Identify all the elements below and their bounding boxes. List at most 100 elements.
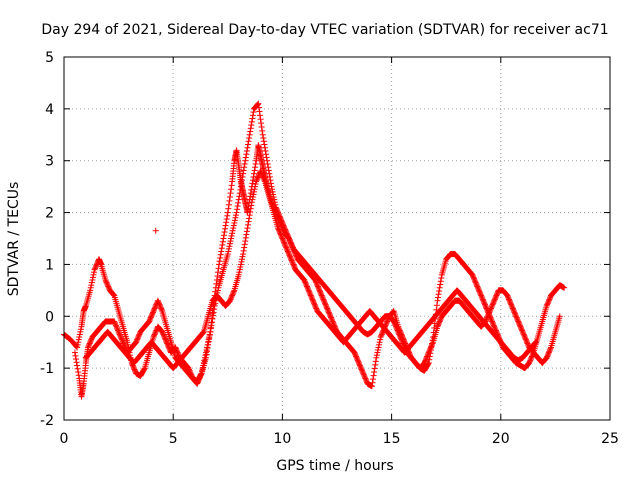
data-point [317, 289, 324, 296]
data-point [222, 222, 229, 229]
x-axis-label: GPS time / hours [276, 458, 393, 474]
x-tick-label: 25 [601, 431, 619, 447]
data-point [318, 292, 325, 299]
data-point [260, 135, 267, 142]
data-point [437, 281, 444, 288]
data-point [435, 291, 442, 298]
data-point [252, 164, 259, 171]
data-point [358, 365, 365, 372]
data-point [160, 332, 167, 339]
data-point [352, 352, 359, 359]
data-point [263, 154, 270, 161]
data-point [246, 215, 253, 222]
data-point [159, 328, 166, 335]
data-point [327, 313, 334, 320]
data-point [242, 154, 249, 161]
data-point [330, 319, 337, 326]
data-point [216, 261, 223, 268]
data-point [242, 234, 249, 241]
data-point [354, 357, 361, 364]
data-point [315, 284, 322, 291]
data-point [313, 279, 320, 286]
data-point [326, 311, 333, 318]
data-point [223, 219, 230, 226]
data-point [159, 330, 166, 337]
chart-title: Day 294 of 2021, Sidereal Day-to-day VTE… [41, 22, 608, 38]
y-tick-labels: -2 -1 0 1 2 3 4 5 [40, 50, 54, 429]
data-point [243, 228, 250, 235]
data-point [351, 349, 358, 356]
data-point [259, 131, 266, 138]
data-point [322, 301, 329, 308]
y-tick-label: -2 [40, 413, 54, 429]
data-point [103, 278, 110, 285]
data-point [323, 304, 330, 311]
data-point [262, 147, 269, 154]
data-point [246, 131, 253, 138]
series-outlier [152, 227, 159, 234]
data-point [244, 144, 251, 151]
data-point [215, 265, 222, 272]
data-point [91, 266, 98, 273]
data-point [104, 280, 111, 287]
x-tick-label: 15 [383, 431, 401, 447]
data-point [222, 225, 229, 232]
data-point [314, 283, 321, 290]
data-point [356, 361, 363, 368]
data-point [258, 124, 265, 131]
data-point [88, 282, 95, 289]
data-point [257, 116, 264, 123]
data-point [219, 238, 226, 245]
data-point [243, 151, 250, 158]
data-point [248, 122, 255, 129]
data-point [160, 331, 167, 338]
data-point [359, 367, 366, 374]
data-point [250, 173, 257, 180]
data-point [76, 331, 83, 338]
data-point [152, 330, 159, 337]
data-point [225, 201, 232, 208]
data-point [245, 218, 252, 225]
data-point [75, 339, 82, 346]
grid-layer [64, 57, 610, 420]
data-point [247, 128, 254, 135]
data-point [249, 112, 256, 119]
data-point [88, 279, 95, 286]
data-point [320, 297, 327, 304]
data-point [378, 332, 385, 339]
data-point [219, 241, 226, 248]
data-point [369, 379, 376, 386]
data-point [217, 254, 224, 261]
x-tick-label: 20 [492, 431, 510, 447]
data-point [259, 127, 266, 134]
data-point [213, 280, 220, 287]
y-tick-label: 0 [45, 309, 54, 325]
data-point [370, 372, 377, 379]
data-point [164, 341, 171, 348]
data-point [223, 216, 230, 223]
data-point [352, 350, 359, 357]
data-point [261, 141, 268, 148]
data-point [359, 369, 366, 376]
data-point [436, 284, 443, 291]
data-point [324, 306, 331, 313]
data-point [327, 314, 334, 321]
data-point [92, 264, 99, 271]
data-point [93, 262, 100, 269]
data-point [151, 332, 158, 339]
data-point [243, 147, 250, 154]
data-point [91, 269, 98, 276]
data-point [371, 369, 378, 376]
data-point [248, 118, 255, 125]
data-point [245, 138, 252, 145]
data-point [315, 286, 322, 293]
data-point [164, 340, 171, 347]
data-point [110, 291, 117, 298]
data-point [103, 279, 110, 286]
data-point [374, 349, 381, 356]
data-point [244, 225, 251, 232]
data-point [87, 284, 94, 291]
data-point [152, 227, 159, 234]
data-point [221, 229, 228, 236]
